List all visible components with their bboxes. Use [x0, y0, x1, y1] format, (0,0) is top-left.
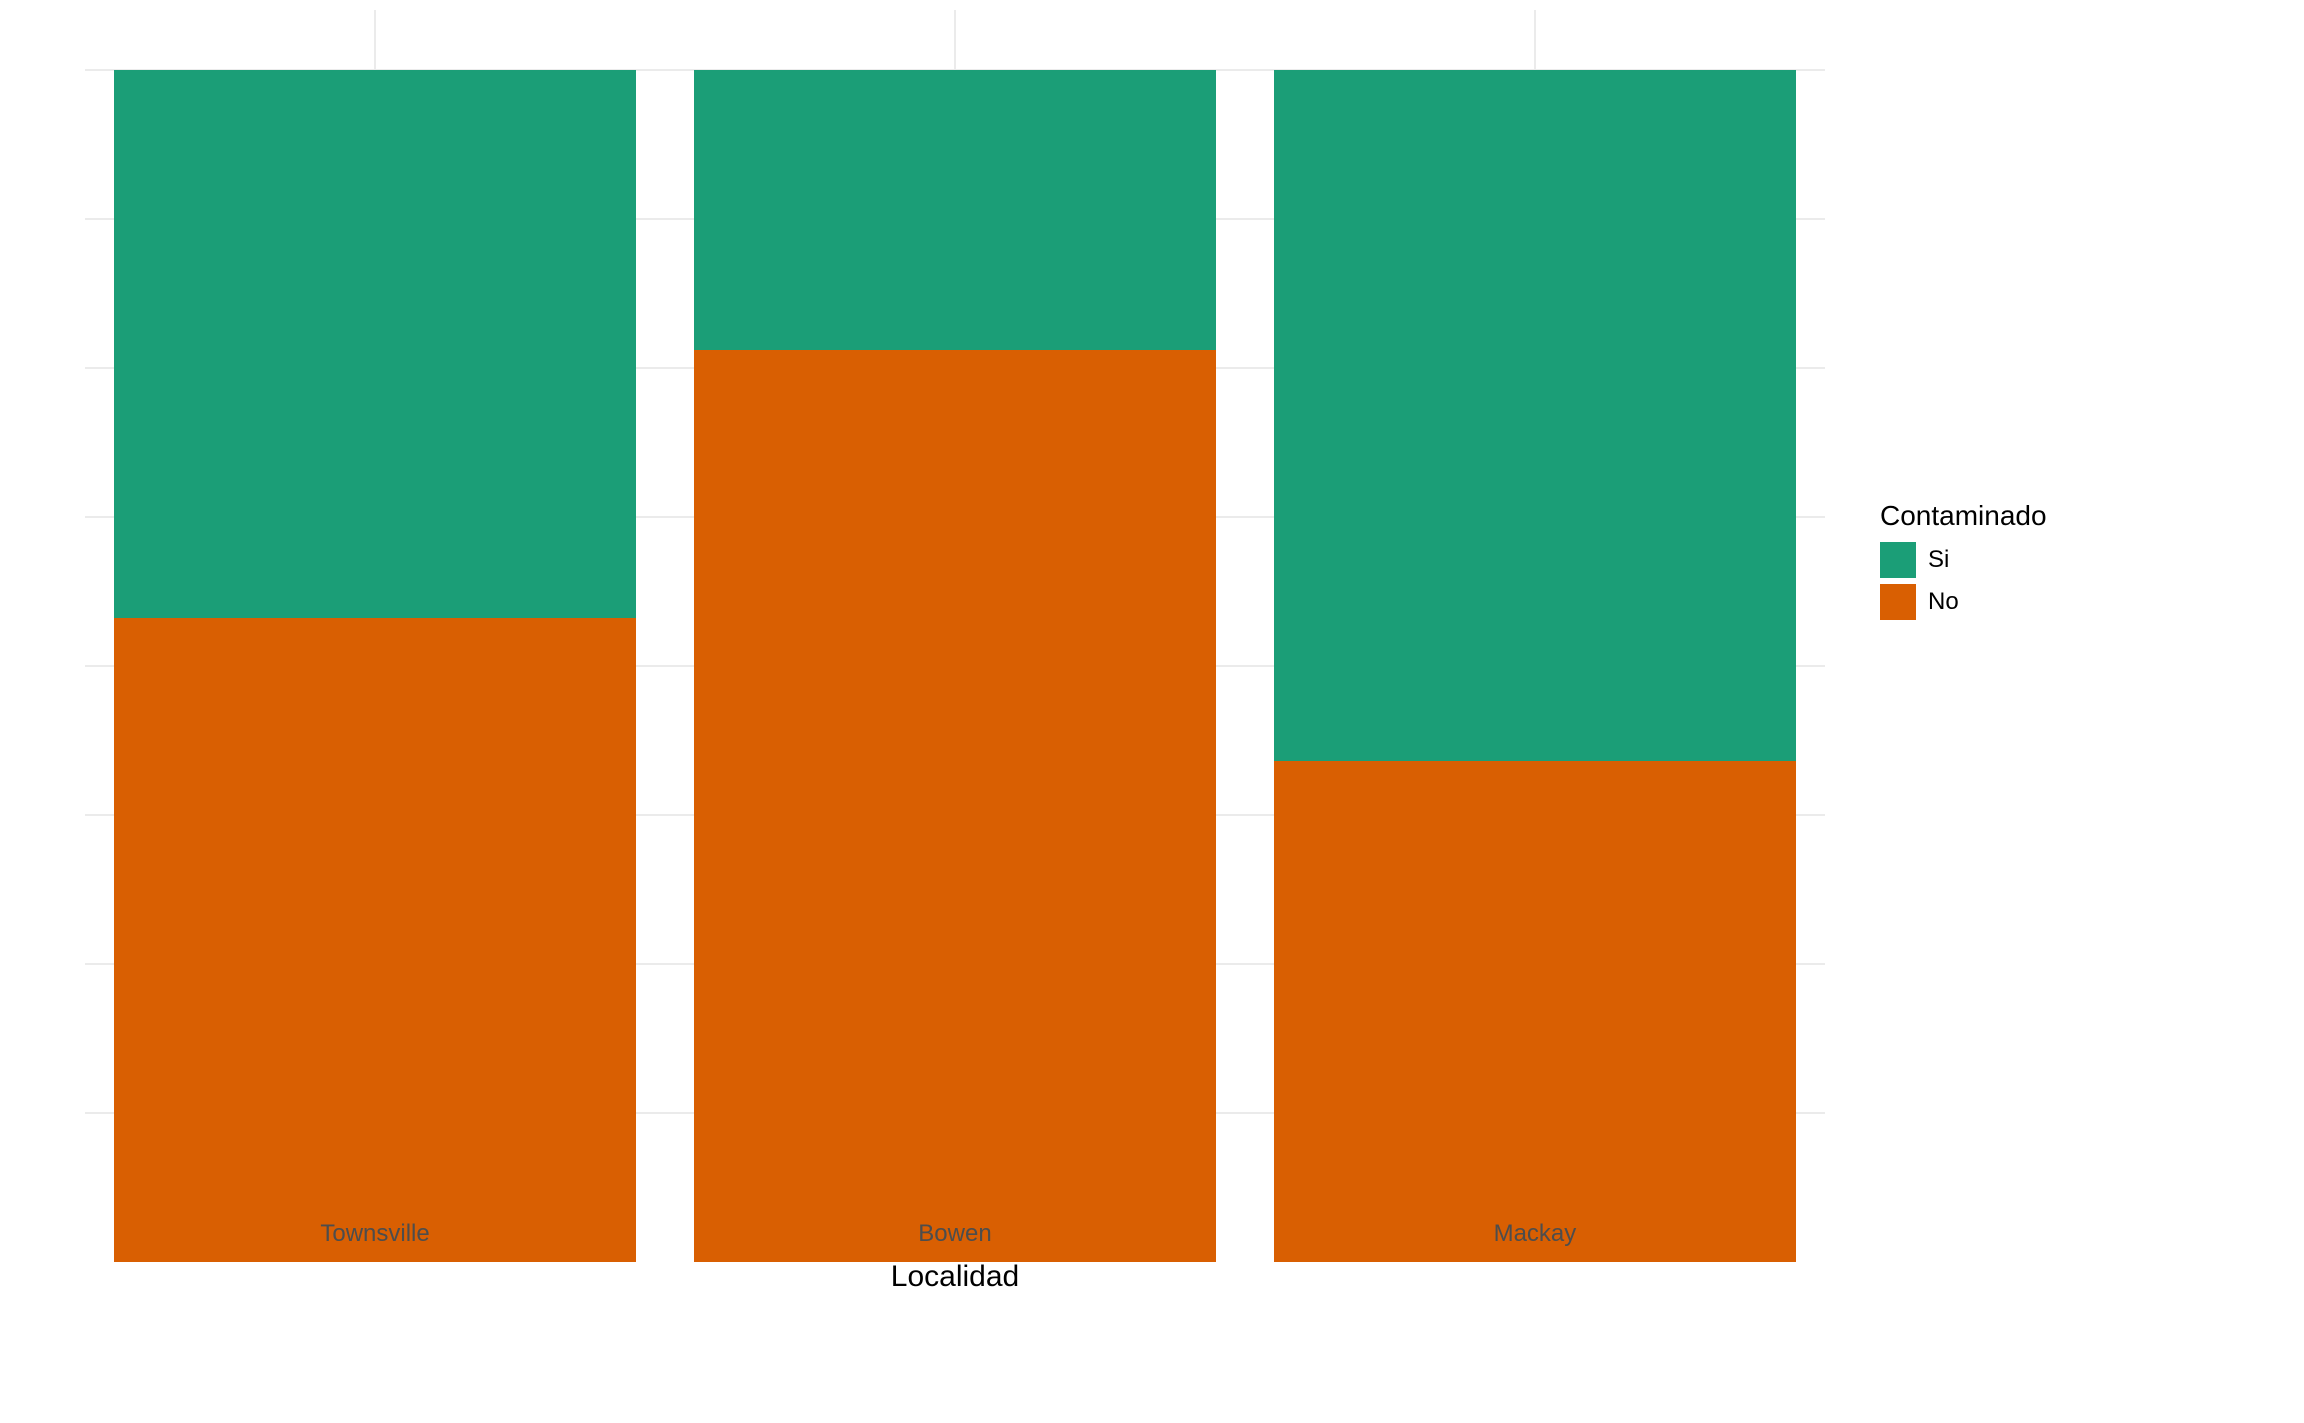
x-tick-label: Townsville [225, 1220, 525, 1248]
bar-segment [1274, 70, 1796, 761]
bar-segment [114, 70, 636, 618]
legend-key [1880, 584, 1916, 620]
legend: Contaminado Si No [1880, 500, 2047, 626]
legend-key [1880, 542, 1916, 578]
x-tick-label: Bowen [805, 1220, 1105, 1248]
legend-item: Si [1880, 542, 2047, 578]
legend-title: Contaminado [1880, 500, 2047, 532]
chart-container: Townsville Bowen Mackay Localidad Contamin… [0, 0, 2304, 1423]
bar-segment [694, 350, 1216, 1262]
plot-panel [85, 10, 1825, 1202]
legend-label: No [1928, 588, 1959, 616]
bar-segment [694, 70, 1216, 350]
legend-items: Si No [1880, 542, 2047, 620]
bar-segment [1274, 761, 1796, 1262]
bar-segment [114, 618, 636, 1262]
legend-label: Si [1928, 546, 1949, 574]
x-axis-title: Localidad [85, 1260, 1825, 1294]
legend-item: No [1880, 584, 2047, 620]
x-tick-label: Mackay [1385, 1220, 1685, 1248]
